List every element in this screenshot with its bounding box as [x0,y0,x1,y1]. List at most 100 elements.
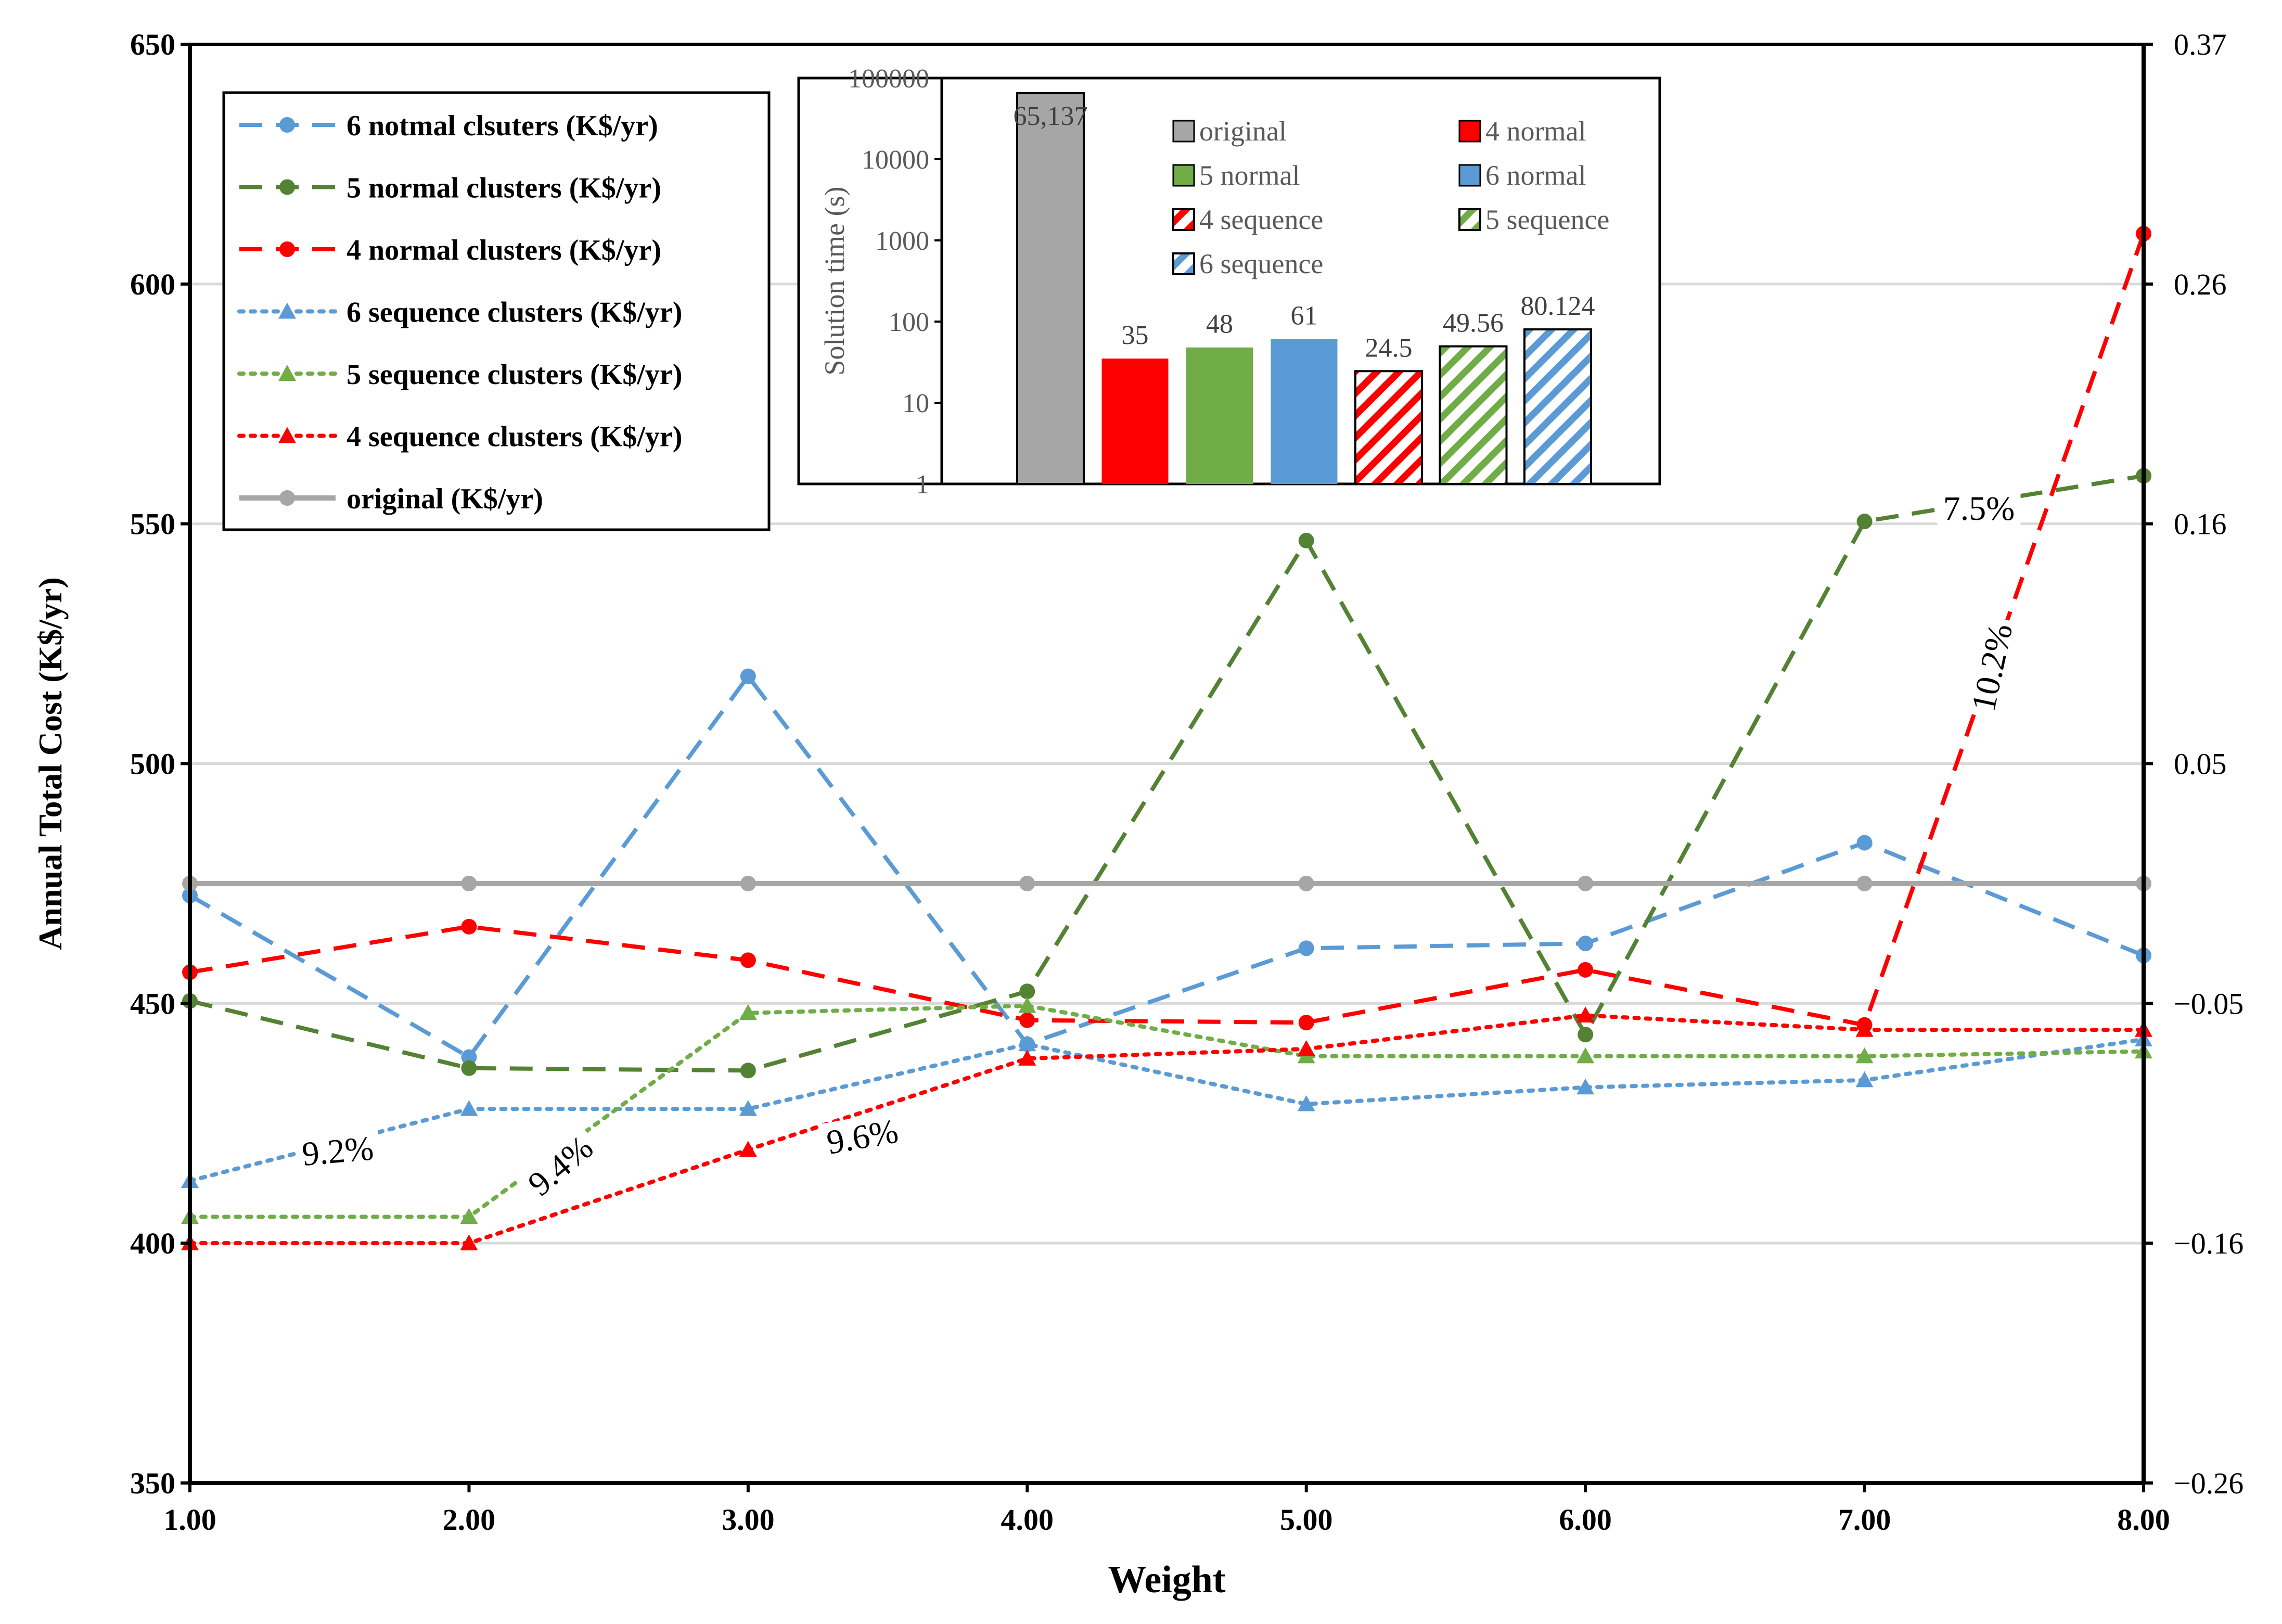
annotation-label: 7.5% [1943,490,2015,528]
inset-bar-value: 35 [1122,321,1149,350]
inset-legend-swatch [1172,208,1195,231]
data-point [740,952,756,968]
data-point [1298,1015,1314,1031]
data-point [461,1049,477,1065]
legend-label: 4 sequence clusters (K$/yr) [347,421,682,453]
annotation-backdrop [818,1110,907,1166]
data-point [461,1060,477,1076]
inset-y-tick-label: 10 [902,389,929,418]
inset-bar-value: 65,137 [1014,101,1088,131]
data-point [1018,1035,1036,1052]
x-axis-title: Weight [1108,1558,1225,1601]
data-point [1576,1047,1595,1064]
inset-legend-swatch [1172,252,1195,275]
x-tick-label: 6.00 [1559,1503,1612,1537]
main-axes: 350 400 450 500 550 600 650 −0.26 −0.16 −0.05 0.05… [32,28,2243,1601]
inset-bar [1354,370,1423,485]
series-line [189,233,2146,1028]
inset-bar-value: 61 [1291,301,1318,330]
x-tick-label: 3.00 [722,1503,775,1537]
data-point [1578,962,1594,978]
data-point [1298,940,1314,956]
y-tick-label: 550 [130,507,175,541]
data-point [1297,1095,1315,1111]
inset-legend-label: 5 normal [1199,160,1300,191]
inset-bar [1101,359,1169,484]
inset-legend-label: 4 sequence [1199,204,1323,235]
data-point [1297,1040,1315,1056]
inset-bar-value: 24.5 [1365,333,1413,363]
inset-legend-swatch [1172,164,1195,187]
data-point [460,1234,478,1250]
data-point [740,1063,756,1079]
annotation-backdrop [516,1123,607,1209]
data-point [1855,1021,1874,1037]
main-annotations: 9.2% 9.4% 9.6% 7.5% 10.2% [294,489,2024,1209]
annotation: 9.4% [516,1123,607,1209]
data-point [1578,875,1594,891]
y2-tick-label: −0.05 [2174,987,2243,1020]
legend-label: 6 sequence clusters (K$/yr) [347,297,682,329]
series-line [188,1003,2146,1219]
x-tick-label: 2.00 [443,1503,496,1537]
x-tick-label: 8.00 [2117,1503,2170,1537]
x-tick-label: 5.00 [1280,1503,1333,1537]
inset-y-tick-label: 1000 [875,226,929,256]
y-tick-label: 650 [130,28,175,61]
legend-label: original (K$/yr) [347,483,543,515]
data-point [461,918,477,935]
series-line [188,1013,2146,1246]
y-axis-title: Annual Total Cost (K$/yr) [32,577,69,950]
y2-tick-label: 0.26 [2174,267,2227,301]
data-point [1578,936,1594,952]
main-series-group [181,226,2152,1250]
data-point [739,1004,757,1020]
legend-label: 4 normal clusters (K$/yr) [347,234,661,266]
legend-marker [279,490,295,506]
data-point [1019,983,1035,1000]
data-point [460,1208,478,1224]
legend-marker [278,427,296,443]
annotation-backdrop [1937,489,2021,531]
y-tick-label: 450 [130,987,175,1020]
data-point [740,875,756,891]
inset-legend-swatch [1458,120,1481,143]
inset-legend-label: 6 sequence [1199,248,1323,279]
data-point [1298,532,1314,548]
data-point [1298,875,1314,891]
inset-legend-label: original [1199,116,1287,147]
data-point [1576,1006,1595,1022]
data-point [461,875,477,891]
y-tick-label: 500 [130,747,175,781]
data-point [739,1100,757,1116]
inset-y-tick-label: 10000 [862,145,929,175]
inset-legend-label: 5 sequence [1485,204,1609,235]
inset-legend-label: 6 normal [1485,160,1586,191]
y2-tick-label: 0.16 [2174,507,2227,541]
annotation: 9.2% [294,1128,381,1177]
annotation-backdrop [294,1128,381,1177]
data-point [740,668,756,684]
inset-legend-label: 4 normal [1485,116,1586,147]
annotation-backdrop [1962,615,2024,721]
legend-marker [279,179,295,195]
data-point [739,1141,757,1157]
x-tick-label: 1.00 [163,1503,216,1537]
data-point [1856,875,1873,891]
inset-bar [1186,347,1253,484]
data-point [1855,1047,1874,1064]
legend-marker [279,241,295,257]
inset-legend-swatch [1172,120,1195,143]
data-point [1576,1078,1595,1095]
inset-y-tick-label: 1 [916,470,929,500]
data-point [1018,996,1036,1013]
annotation: 7.5% [1937,489,2021,531]
inset-bar [1439,345,1508,485]
x-tick-label: 7.00 [1838,1503,1891,1537]
inset-bar [1523,328,1592,485]
inset-bar [1016,92,1085,485]
legend-box [222,91,771,531]
y-tick-label: 600 [130,267,175,301]
series-line [188,1037,2146,1183]
